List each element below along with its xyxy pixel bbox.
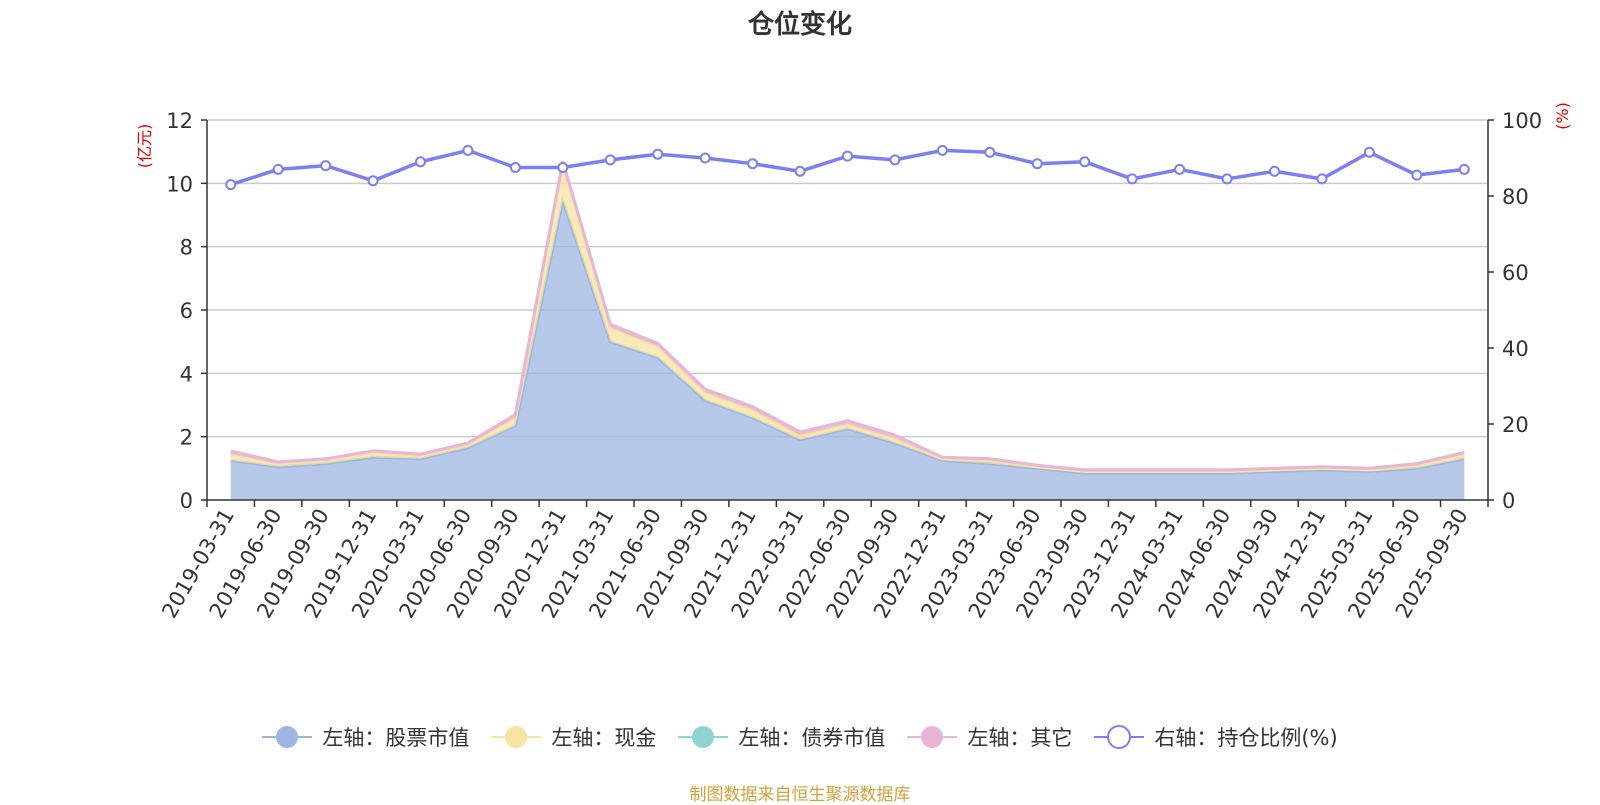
ratio-point bbox=[1221, 173, 1233, 185]
ratio-point bbox=[1031, 158, 1043, 170]
left-axis-tick-label: 10 bbox=[166, 172, 193, 196]
legend-label: 左轴：其它 bbox=[967, 726, 1073, 750]
right-axis-tick-label: 60 bbox=[1502, 261, 1529, 285]
left-axis-tick-label: 4 bbox=[180, 362, 193, 386]
ratio-point bbox=[1458, 163, 1470, 175]
left-axis-tick-label: 6 bbox=[180, 299, 193, 323]
legend-swatch-icon bbox=[678, 726, 729, 748]
ratio-point bbox=[462, 144, 474, 156]
ratio-point bbox=[699, 152, 711, 164]
legend-swatch-icon bbox=[907, 726, 958, 748]
source-note: 制图数据来自恒生聚源数据库 bbox=[689, 785, 911, 805]
ratio-point bbox=[1126, 173, 1138, 185]
right-axis-tick-label: 20 bbox=[1502, 413, 1529, 437]
ratio-point bbox=[1316, 173, 1328, 185]
ratio-point bbox=[889, 154, 901, 166]
legend-item[interactable]: 右轴：持仓比例(%) bbox=[1094, 722, 1338, 752]
left-axis-tick-label: 12 bbox=[166, 109, 193, 133]
ratio-point bbox=[415, 156, 426, 168]
left-axis-tick-label: 8 bbox=[180, 236, 193, 260]
legend-swatch-icon bbox=[491, 726, 542, 748]
legend-item[interactable]: 左轴：现金 bbox=[491, 722, 656, 752]
area-左轴：现金 bbox=[230, 164, 1465, 474]
legend-item[interactable]: 左轴：其它 bbox=[907, 722, 1072, 752]
area-line-左轴：其它 bbox=[230, 160, 1465, 472]
ratio-point bbox=[1079, 156, 1091, 168]
area-左轴：股票市值 bbox=[230, 200, 1465, 501]
legend-item[interactable]: 左轴：债券市值 bbox=[678, 722, 885, 752]
chart-title: 仓位变化 bbox=[747, 10, 852, 40]
legend-item[interactable]: 左轴：股票市值 bbox=[262, 722, 469, 752]
right-axis-tick-label: 0 bbox=[1502, 489, 1515, 513]
legend-swatch-icon bbox=[1094, 725, 1145, 749]
ratio-point bbox=[557, 162, 569, 173]
left-axis-tick-label: 2 bbox=[180, 426, 193, 450]
ratio-point bbox=[320, 160, 332, 172]
legend-label: 左轴：债券市值 bbox=[738, 726, 886, 750]
right-axis-tick-label: 40 bbox=[1502, 337, 1529, 361]
ratio-point bbox=[842, 150, 853, 162]
ratio-point bbox=[225, 179, 237, 191]
ratio-point bbox=[747, 158, 759, 170]
left-axis-tick-label: 0 bbox=[180, 489, 193, 513]
ratio-point bbox=[509, 162, 521, 173]
legend-swatch-icon bbox=[262, 726, 313, 748]
right-axis-tick-label: 80 bbox=[1502, 185, 1529, 209]
ratio-point bbox=[984, 146, 996, 158]
legend-label: 左轴：现金 bbox=[551, 726, 657, 750]
ratio-point bbox=[1174, 163, 1186, 175]
ratio-point bbox=[652, 148, 664, 160]
legend-label: 左轴：股票市值 bbox=[322, 726, 470, 750]
area-layers bbox=[230, 160, 1465, 501]
ratio-point bbox=[1411, 169, 1423, 181]
ratio-point bbox=[1269, 165, 1280, 177]
right-axis-unit: (%) bbox=[1553, 102, 1572, 130]
area-line-左轴：现金 bbox=[230, 163, 1465, 473]
legend: 左轴：股票市值 左轴：现金 左轴：债券市值 左轴：其它 右轴：持仓比例(%) bbox=[0, 722, 1600, 752]
ratio-point bbox=[367, 175, 379, 187]
ratio-point bbox=[272, 163, 284, 175]
ratio-point bbox=[794, 165, 806, 177]
ratio-point bbox=[604, 154, 616, 166]
ratio-point bbox=[936, 144, 948, 156]
ratio-point bbox=[1363, 146, 1375, 158]
left-axis-unit: (亿元) bbox=[135, 124, 154, 169]
right-axis-tick-label: 100 bbox=[1502, 109, 1542, 133]
legend-label: 右轴：持仓比例(%) bbox=[1154, 726, 1338, 750]
